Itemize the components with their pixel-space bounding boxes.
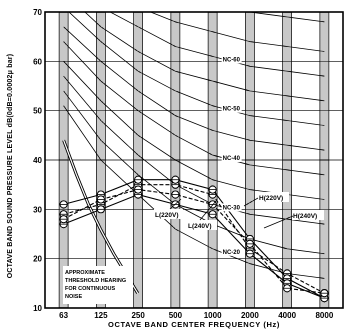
y-tick-50: 50 [33, 107, 42, 116]
threshold-note-line-1: APPROXIMATE [65, 270, 105, 276]
series-point-2000 [245, 239, 254, 248]
nc-curve-nc-50 [68, 12, 325, 126]
y-axis-label: OCTAVE BAND SOUND PRESSURE LEVEL dB(0dB=… [7, 54, 14, 279]
series-point-500 [171, 175, 180, 184]
y-tick-40: 40 [33, 156, 42, 165]
series-point-8000 [320, 289, 329, 298]
nc-label-nc-40: NC-40 [223, 156, 241, 162]
x-tick-1000: 1000 [204, 311, 222, 320]
nc-curve-nc-60 [109, 12, 325, 77]
x-axis-label: OCTAVE BAND CENTER FREQUENCY (Hz) [108, 320, 280, 329]
y-tick-60: 60 [33, 57, 42, 66]
y-tick-20: 20 [33, 255, 42, 264]
leader-h240 [263, 215, 294, 229]
series-line [63, 179, 325, 299]
series-point-1000 [208, 185, 217, 194]
series-point-500 [171, 190, 180, 199]
threshold-note: APPROXIMATE THRESHOLD HEARING FOR CONTIN… [63, 266, 133, 304]
series-line [63, 193, 325, 299]
series-point-125 [96, 195, 105, 204]
threshold-note-line-2: THRESHOLD HEARING [65, 278, 126, 284]
nc-labels: NC-60 NC-50 NC-40 NC-30 NC-20 [221, 55, 242, 256]
y-tick-labels: 10 20 30 40 50 60 70 [33, 8, 42, 313]
leader-h220 [243, 197, 259, 207]
nc-label-nc-50: NC-50 [223, 107, 241, 113]
x-tick-labels: 63 125 250 500 1000 2000 4000 8000 [59, 311, 334, 320]
x-tick-500: 500 [169, 311, 183, 320]
nc-curve-nc-40 [63, 41, 325, 176]
series-point-2000 [245, 249, 254, 258]
nc-curve-nc-30 [63, 75, 325, 225]
series-point-63 [59, 215, 68, 224]
series-line [63, 189, 325, 294]
x-tick-63: 63 [59, 311, 68, 320]
nc-curve-nc-45 [63, 26, 325, 151]
y-tick-70: 70 [33, 8, 42, 17]
series-point-1000 [208, 210, 217, 219]
series-point-250 [134, 185, 143, 194]
threshold-note-line-4: NOISE [65, 294, 82, 300]
annotation-h220: H(220V) [259, 195, 283, 202]
leader-l240 [199, 200, 217, 221]
series-point-63 [59, 200, 68, 209]
measured-series [59, 175, 329, 303]
y-tick-10: 10 [33, 304, 42, 313]
nc-label-nc-60: NC-60 [223, 57, 241, 63]
nc-curve-nc-55 [84, 12, 325, 102]
nc-curve-nc-70 [246, 12, 325, 23]
series-annotations: L(220V) L(240V) H(220V) H(240V) [154, 192, 324, 230]
x-tick-4000: 4000 [278, 311, 296, 320]
nc-label-nc-30: NC-30 [223, 205, 241, 211]
series-point-125 [96, 205, 105, 214]
y-tick-30: 30 [33, 205, 42, 214]
annotation-l220: L(220V) [155, 212, 178, 219]
annotation-l240: L(240V) [188, 223, 211, 230]
nc-label-nc-20: NC-20 [223, 250, 241, 256]
leader-l220 [169, 198, 182, 210]
series-line [63, 184, 325, 294]
plot-frame [44, 11, 344, 309]
x-tick-2000: 2000 [241, 311, 259, 320]
nc-curve-nc-65 [149, 12, 325, 52]
series-point-250 [134, 175, 143, 184]
x-tick-125: 125 [94, 311, 108, 320]
series-point-4000 [283, 284, 292, 293]
threshold-note-line-3: FOR CONTINUOUS [65, 286, 115, 292]
annotation-h240: H(240V) [293, 213, 317, 220]
x-tick-8000: 8000 [315, 311, 333, 320]
x-tick-250: 250 [131, 311, 145, 320]
grid-lines [45, 11, 343, 309]
nc-curve-nc-25 [63, 90, 325, 255]
